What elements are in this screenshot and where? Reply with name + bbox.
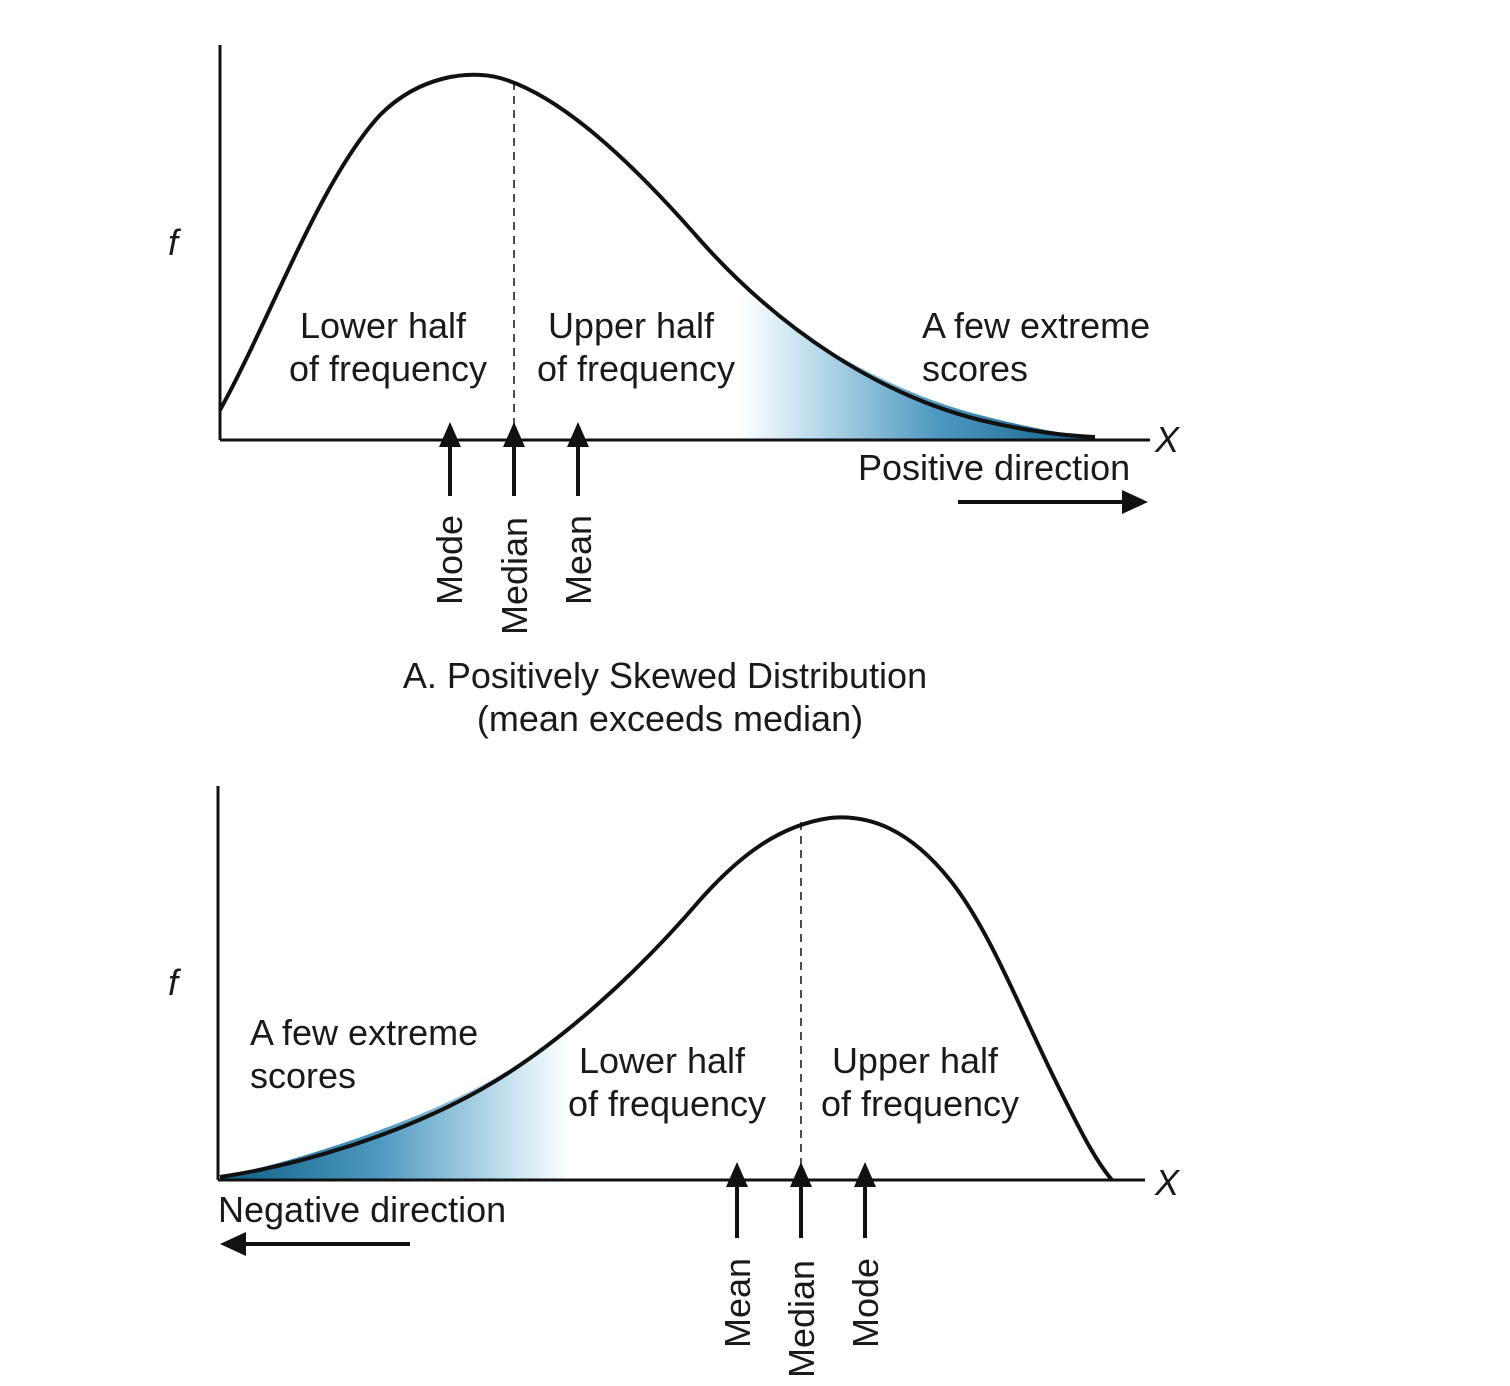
- panel-a-upper-half-label: Upper half of frequency: [537, 305, 735, 389]
- panel-a-mode-marker: Mode: [429, 422, 470, 605]
- panel-a-mean-marker: Mean: [558, 422, 599, 605]
- panel-a-direction-arrowhead: [1122, 490, 1148, 514]
- panel-a-caption: A. Positively Skewed Distribution (mean …: [403, 655, 937, 739]
- panel-a-extreme-scores-label: A few extreme scores: [922, 305, 1160, 389]
- panel-b-mode-label: Mode: [845, 1258, 886, 1348]
- panel-b-y-axis-label: f: [168, 962, 182, 1003]
- panel-b-median-marker: Median: [781, 1162, 822, 1378]
- panel-b-extreme-scores-label: A few extreme scores: [250, 1012, 488, 1096]
- panel-a-mean-label: Mean: [558, 515, 599, 605]
- panel-b-x-axis-label: X: [1154, 1162, 1181, 1203]
- panel-b-mean-label: Mean: [717, 1258, 758, 1348]
- panel-b-curve: [219, 815, 1114, 1182]
- panel-a-median-label: Median: [494, 517, 535, 635]
- panel-a-median-marker: Median: [494, 422, 535, 635]
- panel-b-direction-label: Negative direction: [218, 1189, 506, 1230]
- panel-a-y-axis-label: f: [168, 222, 182, 263]
- panel-b-mean-marker: Mean: [717, 1162, 758, 1348]
- panel-b-negatively-skewed: f X A few extreme scores Lower half of f…: [168, 786, 1181, 1378]
- panel-a-lower-half-label: Lower half of frequency: [289, 305, 487, 389]
- panel-a-x-axis-label: X: [1154, 419, 1181, 460]
- panel-a-direction-label: Positive direction: [858, 447, 1130, 488]
- panel-a-positively-skewed: f X Lower half of frequency Upper half o…: [168, 45, 1181, 739]
- panel-b-direction-arrowhead: [220, 1232, 246, 1256]
- panel-b-lower-half-label: Lower half of frequency: [568, 1040, 766, 1124]
- panel-b-tail-shading: [220, 1030, 570, 1180]
- panel-b-median-label: Median: [781, 1260, 822, 1378]
- panel-b-mode-marker: Mode: [845, 1162, 886, 1348]
- panel-a-tail-shading: [740, 290, 1095, 440]
- panel-a-curve: [218, 72, 1096, 439]
- panel-a-mode-label: Mode: [429, 515, 470, 605]
- panel-b-upper-half-label: Upper half of frequency: [821, 1040, 1019, 1124]
